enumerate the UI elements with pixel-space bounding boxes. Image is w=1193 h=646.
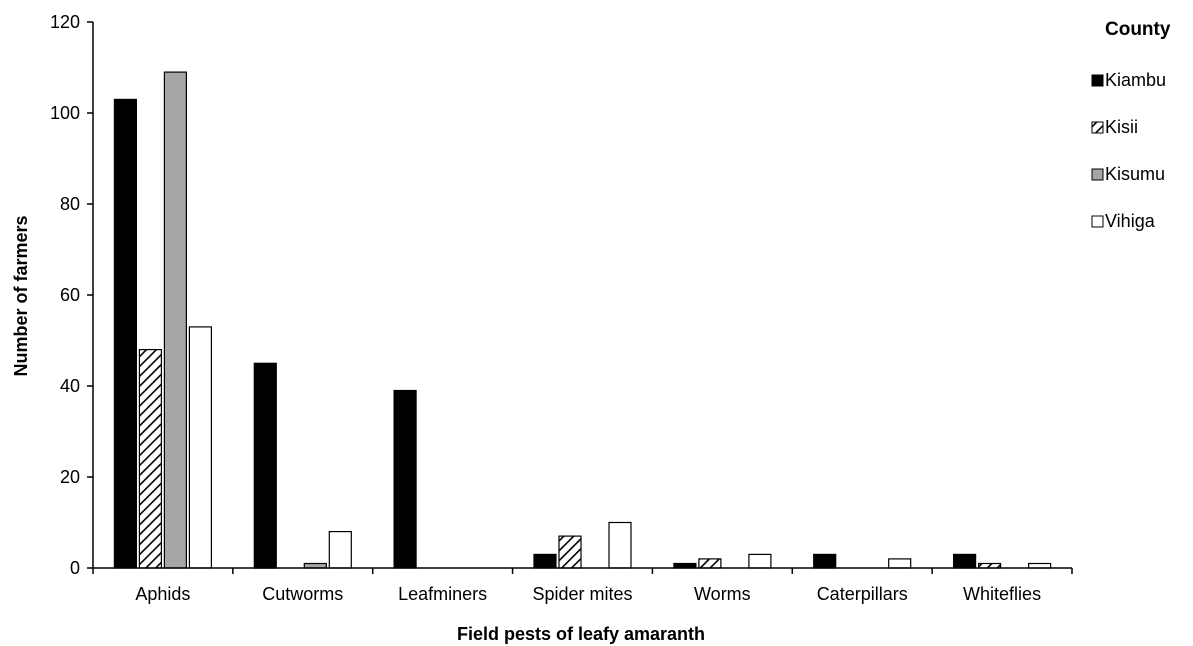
- legend-label-kisumu: Kisumu: [1105, 164, 1165, 184]
- x-tick-label: Caterpillars: [817, 584, 908, 604]
- bar-vihiga-spider-mites: [608, 521, 632, 569]
- bar-vihiga-aphids: [188, 326, 212, 569]
- bars-group: [113, 71, 1052, 569]
- y-tick-label: 20: [60, 467, 80, 487]
- y-axis-title: Number of farmers: [11, 215, 31, 376]
- legend-swatch-vihiga: [1091, 215, 1104, 228]
- bar-vihiga-caterpillars: [888, 558, 912, 569]
- y-tick-label: 100: [50, 103, 80, 123]
- legend-swatch-kiambu: [1091, 74, 1104, 87]
- axes-group: 0 20 40 60 80 100 120 Aphids Cutworms Leafminers S…: [50, 12, 1073, 604]
- legend-label-vihiga: Vihiga: [1105, 211, 1156, 231]
- y-tick-label: 60: [60, 285, 80, 305]
- bar-kisii-aphids: [138, 349, 162, 569]
- bar-vihiga-worms: [748, 553, 772, 569]
- bar-kiambu-caterpillars: [813, 553, 837, 569]
- legend: County Kiambu Kisii Kisumu Vihiga: [1091, 19, 1171, 231]
- bar-kiambu-leafminers: [393, 389, 417, 569]
- x-tick-label: Spider mites: [532, 584, 632, 604]
- bar-kiambu-aphids: [113, 98, 138, 569]
- y-tick-label: 80: [60, 194, 80, 214]
- y-tick-label: 0: [70, 558, 80, 578]
- bar-vihiga-cutworms: [328, 530, 352, 569]
- bar-kiambu-whiteflies: [952, 553, 977, 569]
- x-tick-label: Cutworms: [262, 584, 343, 604]
- legend-label-kiambu: Kiambu: [1105, 70, 1166, 90]
- x-tick-label: Aphids: [135, 584, 190, 604]
- legend-swatch-kisumu: [1091, 168, 1104, 181]
- x-tick-label: Worms: [694, 584, 751, 604]
- y-tick-label: 120: [50, 12, 80, 32]
- bar-kisii-spider-mites: [558, 535, 582, 569]
- bar-kisumu-aphids: [163, 71, 187, 569]
- legend-label-kisii: Kisii: [1105, 117, 1138, 137]
- x-tick-label: Whiteflies: [963, 584, 1041, 604]
- y-tick-label: 40: [60, 376, 80, 396]
- legend-swatch-kisii: [1091, 121, 1104, 134]
- bar-kiambu-cutworms: [253, 362, 277, 569]
- x-tick-label: Leafminers: [398, 584, 487, 604]
- legend-title: County: [1105, 19, 1171, 40]
- bar-kisii-worms: [698, 558, 722, 569]
- x-axis-title: Field pests of leafy amaranth: [457, 624, 705, 644]
- bar-kiambu-spider-mites: [533, 553, 557, 569]
